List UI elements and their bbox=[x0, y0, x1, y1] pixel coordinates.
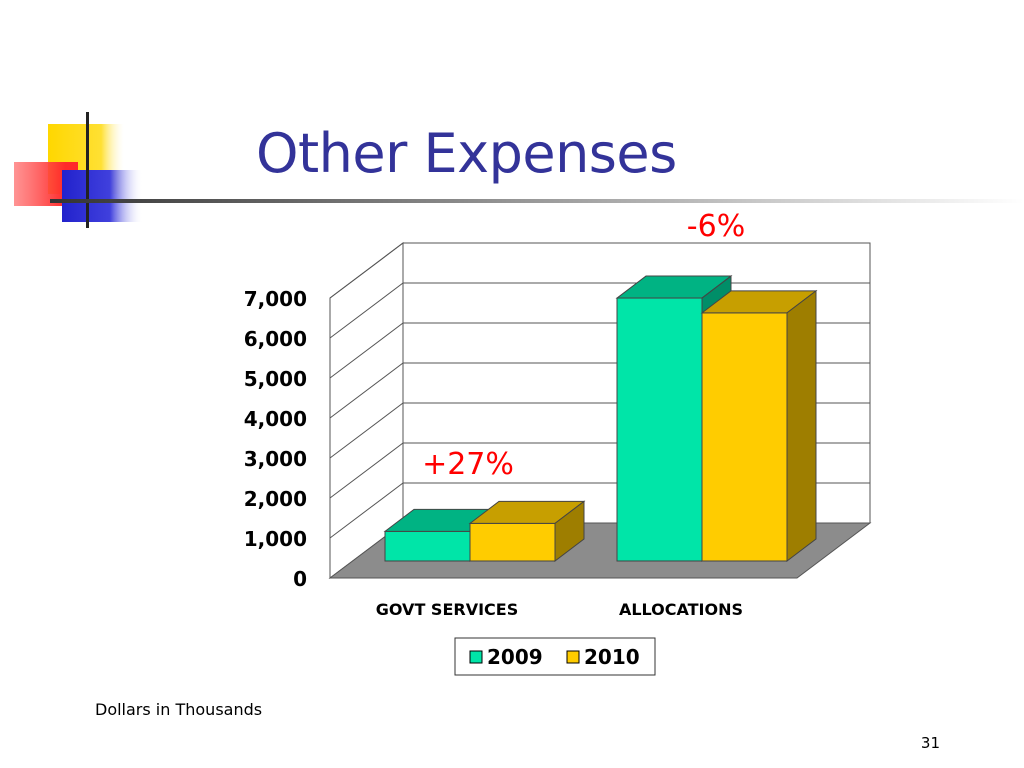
y-tick-label: 0 bbox=[293, 567, 307, 591]
bar-side-2010-0 bbox=[554, 500, 585, 563]
title-rule bbox=[50, 199, 1024, 203]
y-tick-label: 5,000 bbox=[244, 367, 307, 391]
y-tick-label: 3,000 bbox=[244, 447, 307, 471]
deco-vertical-line bbox=[86, 112, 89, 228]
bar-2009-0 bbox=[384, 530, 471, 562]
y-tick-label: 4,000 bbox=[244, 407, 307, 431]
bar-2009-1 bbox=[616, 297, 703, 562]
gridline bbox=[329, 242, 870, 299]
y-tick-label: 2,000 bbox=[244, 487, 307, 511]
y-tick-label: 1,000 bbox=[244, 527, 307, 551]
deco-blue-square bbox=[62, 170, 142, 222]
slide-number: 31 bbox=[920, 734, 940, 752]
bar-side-2010-1 bbox=[786, 289, 817, 563]
y-tick-label: 7,000 bbox=[244, 287, 307, 311]
x-category-label: ALLOCATIONS bbox=[619, 600, 743, 619]
bar-2010-1 bbox=[701, 312, 788, 562]
legend-label: 2010 bbox=[584, 645, 640, 669]
slide-title: Other Expenses bbox=[256, 122, 677, 185]
footnote: Dollars in Thousands bbox=[95, 700, 263, 719]
legend-label: 2009 bbox=[487, 645, 543, 669]
bar-2010-0 bbox=[469, 522, 556, 562]
legend-box bbox=[454, 637, 656, 676]
change-annotation: +27% bbox=[422, 447, 514, 482]
legend-swatch-2010 bbox=[566, 650, 580, 664]
x-category-label: GOVT SERVICES bbox=[376, 600, 518, 619]
y-tick-label: 6,000 bbox=[244, 327, 307, 351]
legend-swatch-2009 bbox=[469, 650, 483, 664]
change-annotation: -6% bbox=[687, 209, 745, 244]
